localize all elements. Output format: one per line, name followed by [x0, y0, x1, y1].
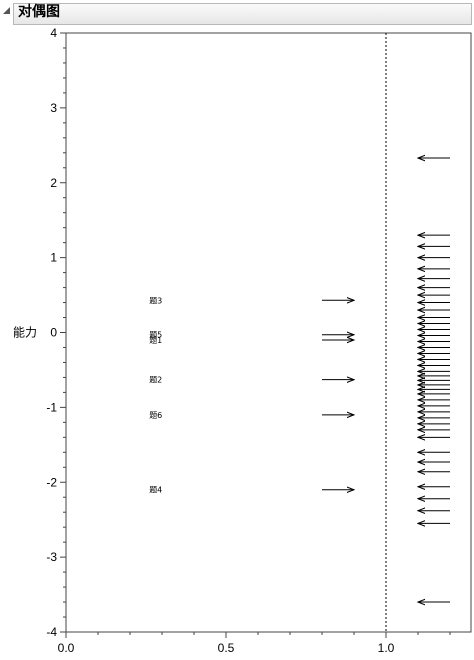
report-title-bar [13, 3, 472, 25]
x-tick-label: 1.0 [378, 641, 395, 655]
y-axis-label: 能力 [13, 326, 37, 340]
plot-frame [65, 32, 472, 633]
item-label: 题5 [149, 331, 162, 340]
x-tick-label: 0.0 [58, 641, 75, 655]
y-tick-label: -1 [46, 400, 57, 414]
report-title: 对偶图 [18, 4, 60, 20]
y-tick-label: -3 [46, 550, 57, 564]
item-label: 题2 [149, 376, 162, 385]
item-label: 题1 [149, 336, 162, 345]
item-label: 题6 [149, 411, 162, 420]
item-label: 题4 [149, 486, 162, 495]
item-label: 题3 [149, 296, 162, 305]
x-tick-label: 0.5 [218, 641, 235, 655]
y-tick-label: -4 [46, 625, 57, 639]
y-tick-label: 1 [50, 251, 57, 265]
report-outline-header: 对偶图 [0, 0, 474, 25]
y-tick-label: 0 [50, 326, 57, 340]
y-tick-label: 3 [50, 101, 57, 115]
y-tick-label: -2 [46, 475, 57, 489]
y-tick-label: 2 [50, 176, 57, 190]
y-tick-label: 4 [50, 26, 57, 40]
disclosure-triangle-icon[interactable] [3, 7, 10, 14]
